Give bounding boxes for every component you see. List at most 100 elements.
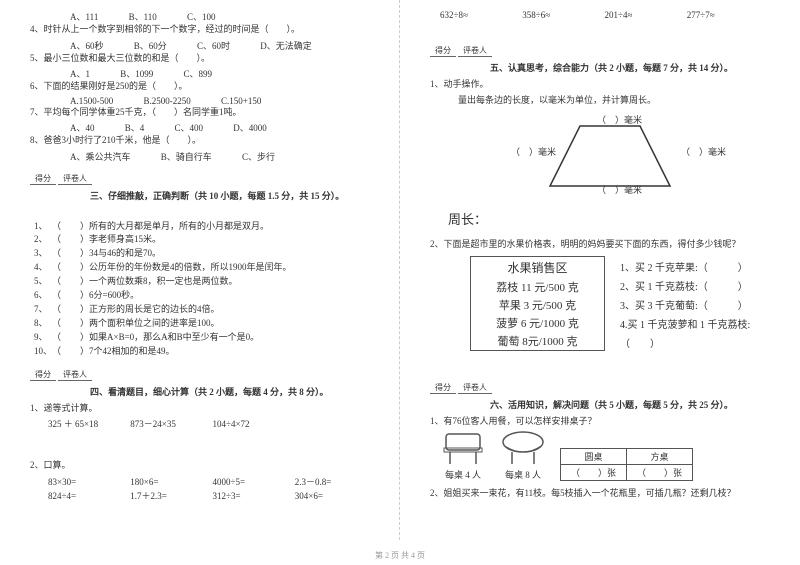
mm-right: ）毫米 [699, 147, 726, 157]
q6-opt-c: C.150+150 [221, 96, 261, 106]
r-q1: 1、动手操作。 [430, 78, 780, 92]
tf-3: 3、（）34与46的和是70。 [30, 247, 379, 261]
c1c: 104÷4×72 [213, 419, 293, 429]
page-footer: 第 2 页 共 4 页 [0, 550, 800, 561]
square-table-icon [440, 430, 486, 466]
q3-opt-c: C、100 [187, 10, 216, 23]
tf-7: 7、（）正方形的周长是它的边长的4倍。 [30, 303, 379, 317]
desk8-label: 每桌 8 人 [498, 468, 548, 481]
r1d: 2.3－0.8= [295, 475, 375, 488]
left-column: A、111 B、110 C、100 4、时针从上一个数字到相邻的下一个数字，经过… [0, 0, 400, 540]
score-row-6: 得分 评卷人 [430, 380, 780, 394]
trapezoid-figure: （ ）毫米 （ ）毫米 （ ）毫米 （ ）毫米 [475, 113, 735, 203]
fruit-1: 荔枝 11 元/500 克 [471, 278, 604, 296]
q6-options: A.1500-500 B.2500-2250 C.150+150 [30, 96, 379, 106]
q6: 6、下面的结果刚好是250的是（ ）。 [30, 80, 379, 94]
r2a: 824÷4= [48, 491, 128, 501]
calc-top-row: 632÷8≈ 358÷6≈ 201÷4≈ 277÷7≈ [430, 10, 780, 20]
r1a: 83×30= [48, 477, 128, 487]
q7-opt-a: A、40 [70, 121, 95, 134]
r1b: 180×6= [130, 477, 210, 487]
th-square: 方桌 [627, 449, 693, 465]
tf2-text: ）李老师身高15米。 [80, 234, 161, 244]
q3-opt-a: A、111 [70, 10, 98, 23]
tf1-text: ）所有的大月都是单月，所有的小月都是双月。 [80, 221, 269, 231]
grader-label-6: 评卷人 [458, 380, 492, 394]
desk-row: 每桌 4 人 每桌 8 人 圆桌方桌 （ ）张（ ）张 [440, 430, 780, 481]
td-square: （ ）张 [627, 465, 693, 481]
calc-2-row2: 824÷4= 1.7＋2.3= 312÷3= 304×6= [30, 489, 379, 502]
mm-bot: ）毫米 [615, 185, 642, 195]
calc-1-title: 1、递等式计算。 [30, 402, 379, 416]
buy-4: 4.买 1 千克菠萝和 1 千克荔枝:（ ） [620, 316, 780, 354]
q4-opt-c: C、60时 [197, 39, 230, 52]
tf10-text: ）7个42相加的和是49。 [80, 346, 175, 356]
q5-opt-a: A、1 [70, 67, 90, 80]
tf-5: 5、（）一个两位数乘8，积一定也是两位数。 [30, 275, 379, 289]
tf-6: 6、（）6分=600秒。 [30, 289, 379, 303]
fruit-3: 菠萝 6 元/1000 克 [471, 314, 604, 332]
score-label-4: 得分 [30, 367, 56, 381]
th-round: 圆桌 [561, 449, 627, 465]
q8-options: A、乘公共汽车 B、骑自行车 C、步行 [30, 150, 379, 163]
tf7-text: ）正方形的周长是它的边长的4倍。 [80, 304, 220, 314]
tf-8: 8、（）两个面积单位之间的进率是100。 [30, 317, 379, 331]
q5-options: A、1 B、1099 C、899 [30, 67, 379, 80]
desk4-label: 每桌 4 人 [440, 468, 486, 481]
score-label-6: 得分 [430, 380, 456, 394]
q3-options: A、111 B、110 C、100 [30, 10, 379, 23]
td-round: （ ）张 [561, 465, 627, 481]
q4-options: A、60秒 B、60分 C、60时 D、无法确定 [30, 39, 379, 52]
fruit-2: 苹果 3 元/500 克 [471, 296, 604, 314]
tf9-text: ）如果A×B=0，那么A和B中至少有一个是0。 [80, 332, 259, 342]
r0d: 277÷7≈ [687, 10, 767, 20]
section-3-title: 三、仔细推敲，正确判断（共 10 小题，每题 1.5 分，共 15 分）。 [90, 189, 379, 202]
q8: 8、爸爸3小时行了210千米，他是（ ）。 [30, 134, 379, 148]
q6-opt-a: A.1500-500 [70, 96, 113, 106]
r2b: 1.7＋2.3= [130, 489, 210, 502]
grader-label: 评卷人 [58, 171, 92, 185]
c1a: 325 ＋ 65×18 [48, 417, 128, 430]
buy-1: 1、买 2 千克苹果:（ ） [620, 259, 780, 278]
q7-opt-c: C、400 [175, 121, 204, 134]
buy-2: 2、买 1 千克荔枝:（ ） [620, 278, 780, 297]
mm-top: ）毫米 [615, 115, 642, 125]
tf-4: 4、（）公历年份的年份数是4的倍数，所以1900年是闰年。 [30, 261, 379, 275]
q7-options: A、40 B、4 C、400 D、4000 [30, 121, 379, 134]
q5-opt-c: C、899 [184, 67, 213, 80]
tf-10: 10、（）7个42相加的和是49。 [30, 345, 379, 359]
r0a: 632÷8≈ [440, 10, 520, 20]
score-label: 得分 [30, 171, 56, 185]
section-5-title: 五、认真思考，综合能力（共 2 小题，每题 7 分，共 14 分）。 [490, 61, 780, 74]
fruit-price-box: 水果销售区 荔枝 11 元/500 克 苹果 3 元/500 克 菠萝 6 元/… [470, 256, 605, 351]
grader-label-5: 评卷人 [458, 43, 492, 57]
fruit-4: 葡萄 8元/1000 克 [471, 332, 604, 350]
round-table-icon [498, 430, 548, 466]
r-q2: 2、下面是超市里的水果价格表，明明的妈妈要买下面的东西，得付多少钱呢？ [430, 238, 780, 252]
grader-label-4: 评卷人 [58, 367, 92, 381]
calc-1-row: 325 ＋ 65×18 873－24×35 104÷4×72 [30, 417, 379, 430]
calc-2-title: 2、口算。 [30, 459, 379, 473]
r0b: 358÷6≈ [522, 10, 602, 20]
tf5-text: ）一个两位数乘8，积一定也是两位数。 [80, 276, 238, 286]
q4-opt-b: B、60分 [134, 39, 167, 52]
c1b: 873－24×35 [130, 417, 210, 430]
tf-2: 2、（）李老师身高15米。 [30, 233, 379, 247]
mm-left: ）毫米 [529, 147, 556, 157]
q7-opt-d: D、4000 [233, 121, 267, 134]
tf3-text: ）34与46的和是70。 [80, 248, 161, 258]
score-label-5: 得分 [430, 43, 456, 57]
section-6-title: 六、活用知识，解决问题（共 5 小题，每题 5 分，共 25 分）。 [490, 398, 780, 411]
q5-opt-b: B、1099 [120, 67, 153, 80]
r1c: 4000÷5= [213, 477, 293, 487]
tf-1: 1、（）所有的大月都是单月，所有的小月都是双月。 [30, 220, 379, 234]
perimeter-label: 周长： [448, 209, 780, 228]
calc-2-row1: 83×30= 180×6= 4000÷5= 2.3－0.8= [30, 475, 379, 488]
q4-opt-d: D、无法确定 [260, 39, 312, 52]
q8-opt-a: A、乘公共汽车 [70, 150, 131, 163]
tf6-text: ）6分=600秒。 [80, 290, 139, 300]
q5: 5、最小三位数和最大三位数的和是（ ）。 [30, 52, 379, 66]
q7: 7、平均每个同学体重25千克，（ ）名同学重1吨。 [30, 106, 379, 120]
r2c: 312÷3= [213, 491, 293, 501]
fruit-header: 水果销售区 [471, 257, 604, 278]
